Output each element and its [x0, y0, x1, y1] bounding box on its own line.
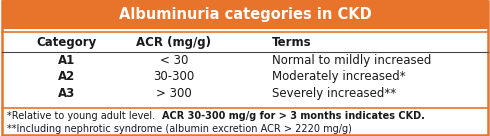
Text: A1: A1: [57, 54, 75, 67]
Text: Terms: Terms: [272, 36, 312, 49]
Text: ACR 30-300 mg/g for > 3 months indicates CKD.: ACR 30-300 mg/g for > 3 months indicates…: [162, 111, 425, 121]
Text: < 30: < 30: [160, 54, 188, 67]
Bar: [2, 0, 488, 29]
Text: *Relative to young adult level.: *Relative to young adult level.: [7, 111, 162, 121]
Text: Category: Category: [36, 36, 96, 49]
Text: Normal to mildly increased: Normal to mildly increased: [272, 54, 431, 67]
Text: Albuminuria categories in CKD: Albuminuria categories in CKD: [119, 7, 371, 22]
Text: 30-300: 30-300: [153, 70, 195, 83]
Text: A2: A2: [57, 70, 75, 83]
Text: Severely increased**: Severely increased**: [272, 87, 396, 100]
Text: > 300: > 300: [156, 87, 192, 100]
Text: A3: A3: [57, 87, 75, 100]
Text: **Including nephrotic syndrome (albumin excretion ACR > 2220 mg/g): **Including nephrotic syndrome (albumin …: [7, 123, 352, 134]
Text: ACR (mg/g): ACR (mg/g): [136, 36, 212, 49]
Text: Moderately increased*: Moderately increased*: [272, 70, 406, 83]
